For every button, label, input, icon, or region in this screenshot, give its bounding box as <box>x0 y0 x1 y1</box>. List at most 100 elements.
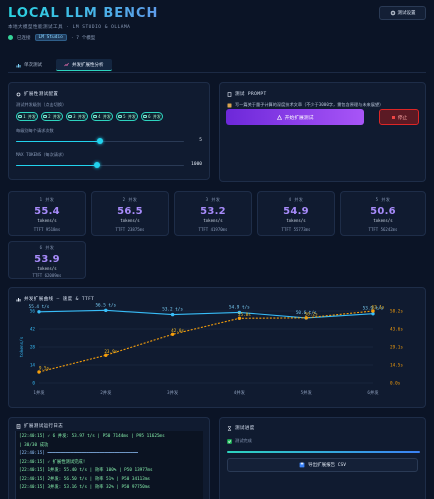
stat-unit: tokens/s <box>373 218 393 223</box>
tab-divider <box>8 72 426 73</box>
settings-label: 测试设置 <box>397 11 416 16</box>
stat-ttft: TTFT 55773ms <box>281 227 311 232</box>
concurrency-toggle-5[interactable]: 5 并发 <box>116 112 138 121</box>
max-tokens-slider[interactable]: 1000 <box>16 162 202 168</box>
note-icon <box>227 103 232 108</box>
stat-label: 4 并发 <box>288 197 304 202</box>
app-subtitle: 本地大模型性能测试工具 · LM STUDIO & OLLAMA <box>8 25 131 30</box>
stat-label: 2 并发 <box>122 197 138 202</box>
stat-unit: tokens/s <box>37 266 57 271</box>
status-label: 已连接 <box>17 35 31 41</box>
checkbox-icon <box>143 114 147 119</box>
speed-point <box>237 310 242 315</box>
slider-thumb[interactable] <box>97 138 103 144</box>
y-tick-label: 42 <box>30 327 36 333</box>
tab-scalability[interactable]: 并发扩展性分析 <box>56 59 112 71</box>
tab-single-test[interactable]: 单次测试 <box>8 59 50 71</box>
checkbox-icon <box>43 114 47 119</box>
stat-unit: tokens/s <box>286 218 306 223</box>
slider-fill <box>16 164 97 166</box>
per-level-label: 每级别每个请求次数 <box>16 128 54 133</box>
concurrency-toggle-2[interactable]: 2 并发 <box>41 112 63 121</box>
stat-ttft: TTFT 23875ms <box>115 227 145 232</box>
speed-data-label: 55.4 t/s <box>29 304 50 310</box>
check-icon <box>227 438 232 444</box>
config-panel: 扩展性测试配置 测试并发级别（点击切换） 1 并发 2 并发 3 并发 4 并发… <box>8 82 210 180</box>
prompt-text-area[interactable]: 写一篇关于量子计算的深度技术文章（不少于3000字，需包含原理与未来展望） <box>227 102 418 108</box>
concurrency-toggle-1[interactable]: 1 并发 <box>16 112 38 121</box>
stat-card: 5 并发 50.6 tokens/s TTFT 56242ms <box>340 191 426 236</box>
app-header: LOCAL LLM BENCH 本地大模型性能测试工具 · LM STUDIO … <box>8 6 426 41</box>
x-tick-label: 3并发 <box>167 389 179 396</box>
config-title: 扩展性测试配置 <box>16 91 202 97</box>
ttft-point <box>371 309 375 313</box>
ttft-data-label: 9.5s <box>39 365 50 371</box>
progress-bar <box>227 451 420 453</box>
document-icon <box>227 91 232 97</box>
concurrency-label: 测试并发级别（点击切换） <box>16 102 67 107</box>
y2-tick-label: 0.0s <box>390 381 401 387</box>
stat-value: 50.6 <box>370 206 396 217</box>
y-axis-label: tokens/s <box>19 336 25 357</box>
stat-label: 1 并发 <box>39 197 55 202</box>
status-dot-icon <box>8 35 13 40</box>
ttft-data-label: 42.0s <box>171 328 184 334</box>
speed-data-label: 53.2 t/s <box>162 307 183 313</box>
concurrency-toggle-3[interactable]: 3 并发 <box>66 112 88 121</box>
checkbox-icon <box>68 114 72 119</box>
ttft-point <box>304 316 308 320</box>
max-tokens-label: MAX TOKENS（每次请求） <box>16 152 67 157</box>
per-level-value: 5 <box>199 138 202 143</box>
concurrency-toggle-4[interactable]: 4 并发 <box>91 112 113 121</box>
y2-tick-label: 29.1s <box>390 345 403 351</box>
progress-status: 测试完成 <box>227 438 252 444</box>
log-line: [22:40:15] ━━━━━━━━━━━━━━━━━━━━━━━━━━━━━… <box>19 451 138 456</box>
stat-unit: tokens/s <box>37 218 57 223</box>
y2-tick-label: 58.2s <box>390 309 403 315</box>
save-icon <box>299 462 305 468</box>
ttft-line <box>38 310 374 373</box>
stat-unit: tokens/s <box>203 218 223 223</box>
stop-icon <box>391 115 396 120</box>
start-scalability-test-button[interactable]: 开始扩展测试 <box>226 109 364 125</box>
stat-value: 53.2 <box>200 206 226 217</box>
log-line: [22:40:15] 2并发: 56.50 t/s | 效率 51% | P50… <box>19 476 151 482</box>
stat-label: 3 并发 <box>205 197 221 202</box>
y-tick-label: 56 <box>30 309 36 315</box>
concurrency-level-group: 1 并发 2 并发 3 并发 4 并发 5 并发 6 并发 <box>16 112 202 121</box>
speed-point <box>371 312 375 316</box>
stat-ttft: TTFT 41970ms <box>198 227 228 232</box>
checkbox-icon <box>93 114 97 119</box>
stat-unit: tokens/s <box>120 218 140 223</box>
stat-ttft: TTFT 56242ms <box>368 227 398 232</box>
log-title: 扩展测试运行日志 <box>16 423 63 429</box>
y-tick-label: 14 <box>30 363 36 369</box>
per-level-slider[interactable]: 5 <box>16 138 202 144</box>
x-tick-label: 1并发 <box>33 389 45 396</box>
checkbox-icon <box>118 114 122 119</box>
ttft-data-label: 55.8s <box>238 312 251 318</box>
stop-button[interactable]: 停止 <box>379 109 419 125</box>
stat-card: 4 并发 54.9 tokens/s TTFT 55773ms <box>257 191 335 236</box>
stat-value: 56.5 <box>117 206 143 217</box>
slider-thumb[interactable] <box>93 162 100 168</box>
speed-data-label: 53.9 t/s <box>363 306 384 312</box>
log-line: [22:40:15] ✓ 6 并发: 53.97 t/s | P50 7144m… <box>19 434 165 439</box>
concurrency-toggle-6[interactable]: 6 并发 <box>141 112 163 121</box>
log-output[interactable]: [22:40:15] ✓ 6 并发: 53.97 t/s | P50 7144m… <box>15 431 203 499</box>
x-tick-label: 2并发 <box>100 389 112 396</box>
log-line: [22:40:15] ✓ 扩展性测试完成! <box>19 459 86 465</box>
warning-icon <box>276 114 282 120</box>
settings-button[interactable]: 测试设置 <box>379 6 426 20</box>
slider-track <box>16 164 184 166</box>
clipboard-icon <box>16 423 21 429</box>
y2-tick-label: 43.6s <box>390 327 403 333</box>
export-csv-button[interactable]: 导出扩展报告 CSV <box>227 458 418 472</box>
slider-fill <box>16 140 100 142</box>
x-tick-label: 5并发 <box>301 389 313 396</box>
stat-label: 5 并发 <box>375 197 391 202</box>
checkbox-icon <box>18 114 22 119</box>
ttft-point <box>104 353 108 357</box>
log-line: [22:40:15] 1并发: 55.40 t/s | 效率 100% | P5… <box>19 468 153 473</box>
x-tick-label: 4并发 <box>234 389 246 396</box>
